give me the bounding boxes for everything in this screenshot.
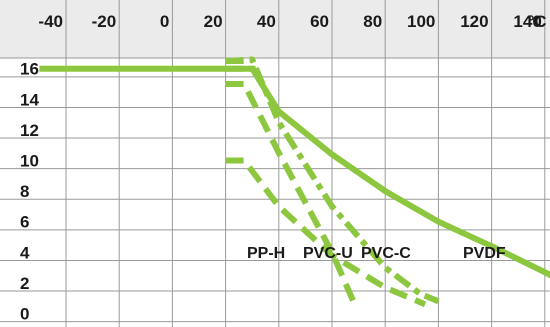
series-lines xyxy=(39,56,550,308)
x-tick-label: 80 xyxy=(363,12,382,31)
y-tick-labels: 16 14 12 10 8 6 4 2 0 xyxy=(20,60,39,324)
x-tick-label: 0 xyxy=(160,12,169,31)
y-tick-label: 14 xyxy=(20,90,39,109)
x-tick-label: 60 xyxy=(310,12,329,31)
x-tick-label: -40 xyxy=(38,12,63,31)
series-label-pp-h: PP-H xyxy=(247,245,285,262)
y-tick-label: 10 xyxy=(20,152,39,171)
series-line-pvc-u xyxy=(225,81,357,303)
series-line-pp-h xyxy=(225,157,427,308)
series-label-pvc-c: PVC-C xyxy=(361,245,411,262)
x-axis-band xyxy=(0,0,550,58)
x-tick-label: -20 xyxy=(92,12,117,31)
x-tick-label: 20 xyxy=(204,12,223,31)
x-tick-labels: -40 -20 0 20 40 60 80 100 120 140 xyxy=(38,12,541,31)
x-tick-label: 40 xyxy=(257,12,276,31)
y-tick-label: 0 xyxy=(20,305,29,324)
x-tick-label: 100 xyxy=(407,12,435,31)
x-tick-label: 120 xyxy=(460,12,488,31)
series-label-pvdf: PVDF xyxy=(463,245,506,262)
y-tick-label: 8 xyxy=(20,182,29,201)
y-tick-label: 2 xyxy=(20,274,29,293)
series-line-pvc-c xyxy=(225,56,440,305)
y-tick-label: 12 xyxy=(20,121,39,140)
y-tick-label: 16 xyxy=(20,60,39,79)
y-tick-label: 6 xyxy=(20,213,29,232)
y-tick-label: 4 xyxy=(20,243,30,262)
x-axis-unit: °C xyxy=(527,12,546,31)
series-labels: PVDF PP-H PVC-U PVC-C xyxy=(247,245,506,262)
series-label-pvc-u: PVC-U xyxy=(303,245,353,262)
x-tick-label: 140 xyxy=(513,12,541,31)
